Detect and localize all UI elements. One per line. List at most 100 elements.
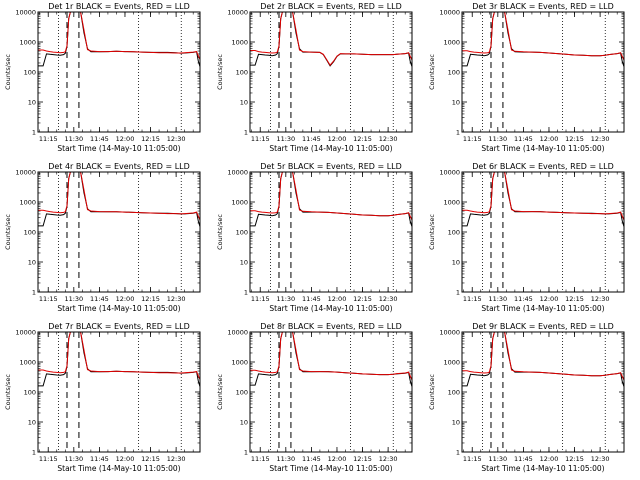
panel-title: Det 1r BLACK = Events, RED = LLD <box>48 2 190 11</box>
y-tick-label: 100 <box>236 389 248 397</box>
y-axis-label: Counts/sec <box>216 214 224 250</box>
x-tick-label: 11:15 <box>39 455 58 463</box>
x-tick-label: 12:15 <box>565 455 584 463</box>
y-axis-label: Counts/sec <box>216 54 224 90</box>
panel-det-4: Det 4r BLACK = Events, RED = LLD Counts/s… <box>4 162 201 313</box>
x-tick-label: 11:15 <box>463 455 482 463</box>
plot-frame <box>461 331 625 453</box>
lld-series-line <box>38 172 200 221</box>
y-tick-label: 100 <box>24 229 36 237</box>
x-tick-label: 11:30 <box>276 295 295 303</box>
y-tick-label: 10000 <box>439 169 460 177</box>
x-tick-label: 11:30 <box>276 455 295 463</box>
x-axis-label: Start Time (14-May-10 11:05:00) <box>57 144 180 153</box>
lld-series-line <box>250 172 412 221</box>
panel-det-2: Det 2r BLACK = Events, RED = LLD Counts/s… <box>216 2 413 153</box>
plot-frame <box>37 331 201 453</box>
x-tick-label: 12:00 <box>116 135 135 143</box>
x-tick-label: 12:00 <box>328 135 347 143</box>
y-tick-label: 1 <box>32 129 36 137</box>
y-tick-label: 1000 <box>19 199 36 207</box>
panel-title: Det 8r BLACK = Events, RED = LLD <box>260 322 402 331</box>
x-tick-label: 12:15 <box>565 295 584 303</box>
panel-det-9: Det 9r BLACK = Events, RED = LLD Counts/s… <box>428 322 625 473</box>
y-tick-label: 100 <box>236 69 248 77</box>
y-tick-label: 10000 <box>15 9 36 17</box>
x-tick-label: 12:00 <box>328 295 347 303</box>
y-tick-label: 100 <box>448 229 460 237</box>
y-tick-label: 1 <box>456 449 460 457</box>
x-tick-label: 12:30 <box>591 455 610 463</box>
x-tick-label: 12:30 <box>167 135 186 143</box>
y-tick-label: 100 <box>24 69 36 77</box>
y-tick-label: 10000 <box>227 9 248 17</box>
x-tick-label: 11:45 <box>514 455 533 463</box>
panel-det-3: Det 3r BLACK = Events, RED = LLD Counts/s… <box>428 2 625 153</box>
x-tick-label: 11:45 <box>90 455 109 463</box>
x-tick-label: 11:15 <box>251 135 270 143</box>
y-tick-label: 100 <box>24 389 36 397</box>
x-tick-label: 11:45 <box>90 295 109 303</box>
y-tick-label: 10000 <box>15 329 36 337</box>
x-tick-label: 11:15 <box>251 455 270 463</box>
x-tick-label: 12:30 <box>167 455 186 463</box>
x-tick-label: 12:00 <box>540 295 559 303</box>
panel-title: Det 3r BLACK = Events, RED = LLD <box>472 2 614 11</box>
x-tick-label: 11:30 <box>488 455 507 463</box>
x-tick-label: 11:30 <box>64 295 83 303</box>
y-axis-label: Counts/sec <box>4 54 12 90</box>
x-axis-label: Start Time (14-May-10 11:05:00) <box>269 304 392 313</box>
y-tick-label: 10000 <box>227 329 248 337</box>
x-tick-label: 12:30 <box>167 295 186 303</box>
x-axis-label: Start Time (14-May-10 11:05:00) <box>481 304 604 313</box>
events-series-line <box>38 172 200 227</box>
events-series-line <box>462 12 624 67</box>
y-tick-label: 1 <box>456 289 460 297</box>
y-tick-label: 10 <box>452 99 460 107</box>
y-tick-label: 10 <box>452 419 460 427</box>
y-axis-label: Counts/sec <box>216 374 224 410</box>
panel-det-7: Det 7r BLACK = Events, RED = LLD Counts/s… <box>4 322 201 473</box>
panel-det-5: Det 5r BLACK = Events, RED = LLD Counts/s… <box>216 162 413 313</box>
lld-series-line <box>38 332 200 380</box>
plot-frame <box>249 331 413 453</box>
panel-det-1: Det 1r BLACK = Events, RED = LLD Counts/s… <box>4 2 201 153</box>
panel-title: Det 9r BLACK = Events, RED = LLD <box>472 322 614 331</box>
panel-title: Det 5r BLACK = Events, RED = LLD <box>260 162 402 171</box>
y-tick-label: 10000 <box>439 9 460 17</box>
events-series-line <box>250 332 412 387</box>
plot-frame <box>461 171 625 293</box>
x-tick-label: 12:30 <box>379 295 398 303</box>
y-tick-label: 10 <box>240 99 248 107</box>
events-series-line <box>250 12 412 67</box>
lld-series-line <box>250 332 412 381</box>
x-tick-label: 12:30 <box>379 135 398 143</box>
x-tick-label: 11:15 <box>463 295 482 303</box>
y-tick-label: 1000 <box>231 359 248 367</box>
y-tick-label: 10 <box>452 259 460 267</box>
panel-title: Det 4r BLACK = Events, RED = LLD <box>48 162 190 171</box>
x-tick-label: 12:15 <box>353 135 372 143</box>
y-tick-label: 10000 <box>439 329 460 337</box>
y-tick-label: 10 <box>240 259 248 267</box>
x-axis-label: Start Time (14-May-10 11:05:00) <box>57 304 180 313</box>
panel-title: Det 6r BLACK = Events, RED = LLD <box>472 162 614 171</box>
x-tick-label: 11:15 <box>39 295 58 303</box>
panel-det-8: Det 8r BLACK = Events, RED = LLD Counts/s… <box>216 322 413 473</box>
y-tick-label: 1000 <box>443 199 460 207</box>
x-tick-label: 11:15 <box>463 135 482 143</box>
x-tick-label: 11:45 <box>514 295 533 303</box>
y-axis-label: Counts/sec <box>4 374 12 410</box>
x-tick-label: 12:15 <box>141 135 160 143</box>
plot-frame <box>461 11 625 133</box>
panel-title: Det 2r BLACK = Events, RED = LLD <box>260 2 402 11</box>
plot-frame <box>249 11 413 133</box>
y-axis-label: Counts/sec <box>428 54 436 90</box>
y-axis-label: Counts/sec <box>428 214 436 250</box>
x-tick-label: 11:30 <box>64 455 83 463</box>
x-tick-label: 11:15 <box>39 135 58 143</box>
panel-det-6: Det 6r BLACK = Events, RED = LLD Counts/s… <box>428 162 625 313</box>
y-tick-label: 10 <box>28 419 36 427</box>
y-axis-label: Counts/sec <box>4 214 12 250</box>
